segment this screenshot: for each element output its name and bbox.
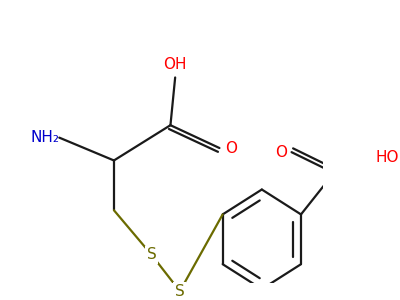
- Text: O: O: [275, 145, 287, 160]
- Text: OH: OH: [164, 57, 187, 72]
- Text: S: S: [147, 248, 156, 262]
- Text: S: S: [175, 284, 185, 299]
- Text: HO: HO: [376, 150, 399, 165]
- Text: O: O: [225, 140, 237, 155]
- Text: NH₂: NH₂: [30, 130, 59, 145]
